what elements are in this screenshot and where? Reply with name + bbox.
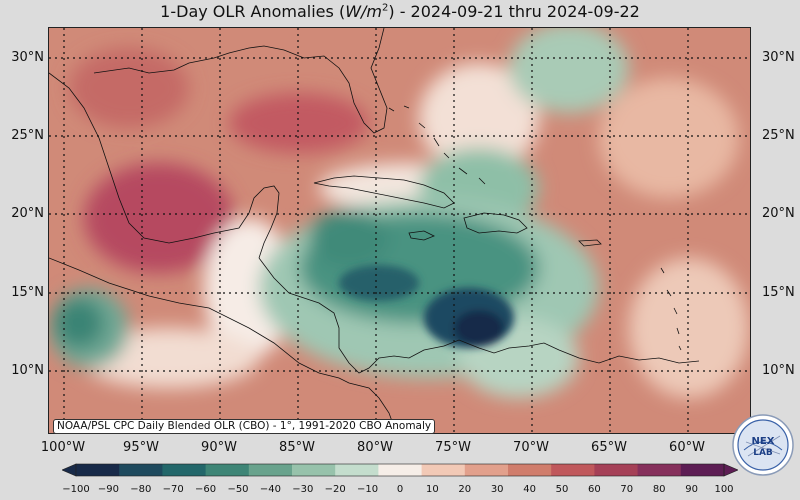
colorbar-max-extension <box>723 463 739 477</box>
colorbar-segment <box>421 464 466 476</box>
colorbar-tick-label: 50 <box>555 484 569 495</box>
title-suffix: ) - 2024-09-21 thru 2024-09-22 <box>388 2 640 21</box>
colorbar-segment <box>162 464 207 476</box>
colorbar-tick-label: −30 <box>292 484 314 495</box>
colorbar-segment <box>205 464 250 476</box>
lat-label-right-20n: 20°N <box>762 206 795 221</box>
svg-text:NEX: NEX <box>752 436 775 447</box>
colorbar-segment <box>378 464 423 476</box>
colorbar-segment <box>335 464 379 476</box>
east-caribbean-light-region <box>629 258 749 398</box>
colorbar-segment <box>551 464 595 476</box>
colorbar-tick-label: −60 <box>195 484 217 495</box>
puerto-rico <box>578 239 602 247</box>
lon-label-95w: 95°W <box>123 440 159 455</box>
map-canvas <box>49 28 750 433</box>
caribbean-minimum <box>454 310 504 346</box>
colorbar-tick-label: −50 <box>227 484 249 495</box>
svg-text:LAB: LAB <box>753 448 773 458</box>
colorbar-segment <box>76 464 120 476</box>
neutral-band-central-america <box>204 218 294 358</box>
lon-label-90w: 90°W <box>201 440 237 455</box>
colorbar-swatches <box>61 463 739 477</box>
lat-label-right-25n: 25°N <box>762 128 795 143</box>
colorbar-segment <box>119 464 163 476</box>
olr-anomaly-map <box>48 27 751 434</box>
colorbar-tick-label: −70 <box>162 484 184 495</box>
colorbar-tick-label: 0 <box>396 484 404 495</box>
graticule <box>49 28 750 433</box>
nex-lab-logo-icon: NEX LAB <box>732 414 794 476</box>
colorbar-min-extension <box>61 463 77 477</box>
nex-lab-logo[interactable]: NEX LAB <box>732 414 794 476</box>
jamaica <box>408 230 435 241</box>
lat-label-left-25n: 25°N <box>11 128 44 143</box>
colorbar-segment <box>464 464 509 476</box>
neutral-band-north <box>419 63 539 173</box>
lon-label-65w: 65°W <box>591 440 627 455</box>
atlantic-light-region <box>599 78 739 198</box>
colorbar-tick-label: 20 <box>458 484 472 495</box>
colorbar-tick-label: −40 <box>259 484 281 495</box>
lat-label-left-15n: 15°N <box>11 285 44 300</box>
title-unit-exponent: 2 <box>381 2 389 14</box>
colorbar-segment <box>292 464 336 476</box>
colorbar-tick-label: −80 <box>130 484 152 495</box>
anomaly-field <box>49 28 750 433</box>
lon-label-85w: 85°W <box>279 440 315 455</box>
colorbar-tick-label: 60 <box>588 484 601 495</box>
lat-label-left-10n: 10°N <box>11 363 44 378</box>
colorbar-tick-label: 70 <box>620 484 634 495</box>
cool-patch-north-atlantic <box>509 28 629 113</box>
colorbar-segment <box>248 464 293 476</box>
north-warm-anomaly <box>69 48 189 128</box>
lon-label-75w: 75°W <box>435 440 471 455</box>
colorbar-tick-label: 30 <box>490 484 504 495</box>
colorbar-tick-label: 10 <box>426 484 439 495</box>
colorbar-tick-label: 90 <box>685 484 698 495</box>
mexico-warm-anomaly <box>84 163 234 273</box>
colorbar-segment <box>680 464 725 476</box>
colorbar-tick-label: 40 <box>523 484 536 495</box>
us-gulf-coast <box>93 28 388 134</box>
colorbar-tick-label: −100 <box>62 484 90 495</box>
colorbar <box>61 462 739 482</box>
colorbar-segment <box>508 464 552 476</box>
colorbar-segment <box>594 464 639 476</box>
central-south-america-coast <box>258 257 700 374</box>
colorbar-tick-label: −90 <box>97 484 119 495</box>
colorbar-tick-label: 100 <box>714 484 734 495</box>
pacific-cool-core <box>54 298 104 348</box>
lat-label-left-30n: 30°N <box>11 50 44 65</box>
lon-label-60w: 60°W <box>669 440 705 455</box>
mexico-gulf-coast <box>49 72 280 259</box>
bahamas <box>388 105 486 185</box>
title-prefix: 1-Day OLR Anomalies ( <box>160 2 346 21</box>
lon-label-70w: 70°W <box>513 440 549 455</box>
pacific-coast <box>49 257 397 433</box>
lat-label-right-10n: 10°N <box>762 363 795 378</box>
map-title: 1-Day OLR Anomalies (W/m2) - 2024-09-21 … <box>0 2 800 21</box>
caribbean-strong-cool-west <box>339 265 419 301</box>
lat-label-right-30n: 30°N <box>762 50 795 65</box>
lat-label-left-20n: 20°N <box>11 206 44 221</box>
data-attribution: NOAA/PSL CPC Daily Blended OLR (CBO) - 1… <box>53 419 436 434</box>
cayman-cool-core <box>309 208 389 268</box>
gulf-warm-anomaly <box>229 93 369 153</box>
colorbar-tick-label: −10 <box>357 484 379 495</box>
colorbar-tick-label: 80 <box>652 484 666 495</box>
title-unit: W/m <box>345 2 382 21</box>
lat-label-right-15n: 15°N <box>762 285 795 300</box>
lon-label-100w: 100°W <box>40 440 86 455</box>
lon-label-80w: 80°W <box>357 440 393 455</box>
colorbar-border <box>75 463 725 477</box>
colorbar-tick-label: −20 <box>324 484 346 495</box>
colorbar-segment <box>637 464 682 476</box>
